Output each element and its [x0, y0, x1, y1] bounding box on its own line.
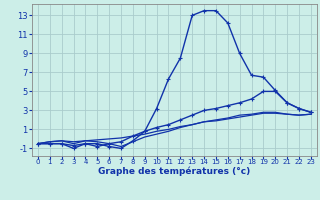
X-axis label: Graphe des températures (°c): Graphe des températures (°c): [98, 167, 251, 176]
